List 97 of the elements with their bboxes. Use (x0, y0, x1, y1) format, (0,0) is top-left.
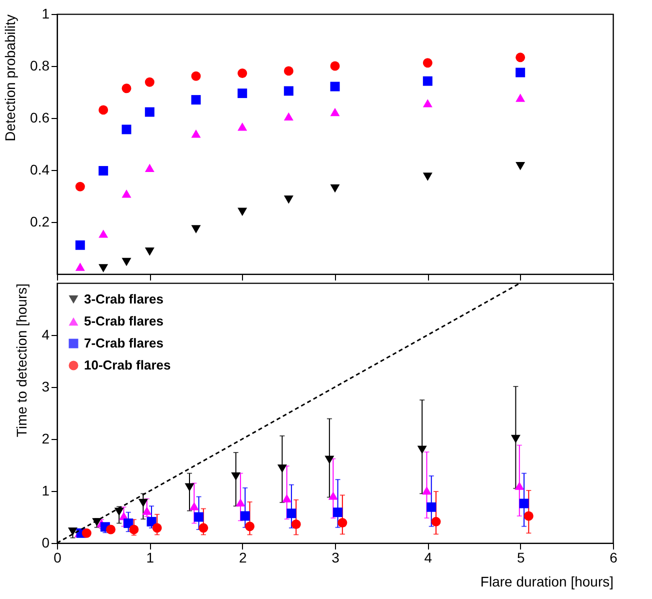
point (422, 58, 432, 68)
point (330, 82, 340, 92)
point (240, 511, 250, 521)
point (144, 164, 154, 172)
point (122, 124, 132, 134)
point (422, 172, 432, 181)
y-tick-label: 0.6 (30, 110, 50, 126)
point (189, 502, 199, 510)
point (98, 166, 108, 176)
point (144, 77, 154, 87)
point (510, 434, 520, 444)
point (191, 95, 201, 105)
point (146, 516, 156, 526)
point (198, 523, 208, 533)
point (191, 129, 201, 138)
x-tick-label: 5 (516, 550, 525, 566)
point (245, 522, 254, 532)
point (422, 486, 432, 495)
y-tick-label: 0 (42, 534, 50, 550)
point (152, 523, 162, 533)
legend-label: 7-Crab flares (84, 336, 164, 350)
point (514, 482, 524, 490)
point (144, 107, 154, 117)
point (291, 520, 301, 530)
point (106, 524, 116, 534)
point (114, 508, 124, 516)
point (122, 84, 132, 94)
point (516, 162, 526, 170)
point (75, 262, 85, 271)
x-tick-label: 2 (238, 550, 247, 566)
point (75, 182, 85, 192)
y-tick-label: 4 (42, 326, 50, 342)
point (516, 68, 526, 78)
point (75, 240, 85, 250)
point (426, 502, 436, 512)
point (328, 492, 338, 500)
y-tick-label: 1 (42, 482, 50, 498)
point (284, 66, 294, 76)
point (122, 190, 132, 198)
x-axis-title: Flare duration [hours] (480, 574, 614, 590)
y-tick-label: 0.2 (30, 214, 50, 230)
x-tick-label: 4 (424, 550, 432, 566)
point (333, 508, 343, 518)
point (98, 105, 108, 115)
point (194, 512, 204, 522)
x-tick-label: 6 (610, 550, 618, 566)
point (142, 506, 152, 515)
point (238, 88, 248, 98)
point (191, 71, 201, 81)
point (516, 94, 526, 102)
y-axis-title: Detection probability (2, 14, 18, 142)
y-axis-title: Time to detection [hours] (14, 284, 30, 438)
point (284, 196, 294, 204)
point (238, 68, 248, 78)
point (330, 108, 340, 116)
point (284, 86, 294, 96)
legend-label: 10-Crab flares (84, 358, 171, 372)
point (422, 76, 432, 86)
point (277, 464, 287, 473)
point (422, 99, 432, 108)
point (338, 518, 348, 528)
point (324, 456, 334, 464)
point (282, 494, 292, 502)
point (284, 112, 294, 121)
y-tick-label: 1 (42, 6, 50, 22)
point (238, 122, 248, 131)
point (191, 225, 201, 234)
point (417, 446, 427, 454)
point (98, 230, 108, 238)
point (98, 264, 108, 272)
legend-label: 3-Crab flares (84, 292, 164, 306)
point (516, 52, 526, 62)
point (519, 498, 529, 508)
point (286, 508, 296, 518)
point (431, 516, 441, 526)
point (330, 184, 340, 193)
point (129, 524, 139, 534)
point (184, 483, 194, 492)
point (82, 528, 92, 538)
y-tick-label: 2 (42, 430, 50, 446)
point (330, 61, 340, 71)
y-tick-label: 0.8 (30, 58, 50, 74)
x-tick-label: 0 (54, 550, 62, 566)
y-tick-label: 3 (42, 378, 50, 394)
point (124, 518, 134, 528)
point (144, 248, 154, 256)
point (238, 208, 248, 216)
point (236, 498, 246, 507)
point (138, 498, 148, 508)
point (122, 258, 132, 266)
x-tick-label: 1 (146, 550, 154, 566)
point (231, 472, 241, 481)
y-tick-label: 0.4 (30, 162, 50, 178)
legend-label: 5-Crab flares (84, 314, 164, 328)
x-tick-label: 3 (332, 550, 340, 566)
point (68, 527, 78, 536)
point (524, 511, 534, 521)
